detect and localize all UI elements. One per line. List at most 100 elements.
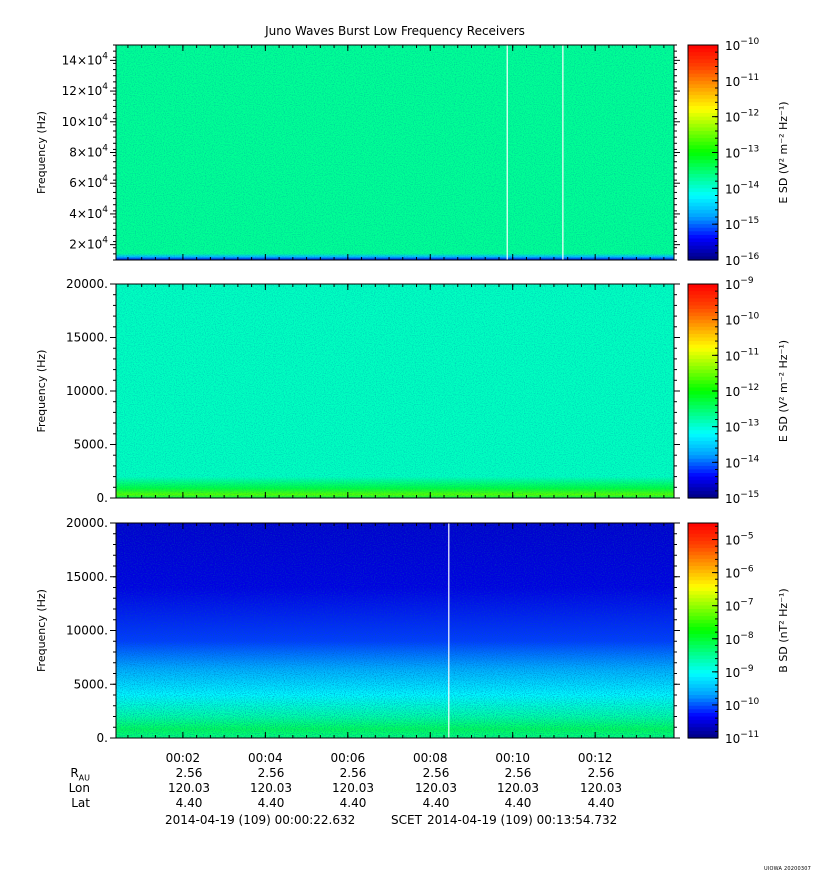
colorbar-tick-base: 10 bbox=[725, 349, 740, 363]
colorbar-segment bbox=[688, 166, 718, 172]
y-tick-label: 5000. bbox=[74, 677, 108, 691]
colorbar-segment bbox=[688, 598, 718, 603]
lat-value: 4.40 bbox=[257, 796, 285, 810]
colorbar-tick-label: 10−5 bbox=[725, 532, 754, 548]
colorbar-segment bbox=[688, 224, 718, 229]
colorbar-segment bbox=[688, 77, 718, 82]
chart-title: Juno Waves Burst Low Frequency Receivers bbox=[265, 24, 525, 38]
colorbar-segment bbox=[688, 462, 718, 467]
y-tick-exponent: 4 bbox=[102, 113, 108, 123]
colorbar-segment bbox=[688, 170, 718, 175]
processing-stamp: UIOWA 20200307 bbox=[764, 866, 811, 872]
colorbar-segment bbox=[688, 362, 718, 367]
colorbar-segment bbox=[688, 355, 718, 360]
colorbar-segment bbox=[688, 373, 718, 378]
colorbar-segment bbox=[688, 583, 718, 589]
colorbar-segment bbox=[688, 127, 718, 132]
colorbar-segment bbox=[688, 351, 718, 356]
colorbar-segment bbox=[688, 523, 718, 528]
colorbar-tick-exponent: −12 bbox=[740, 109, 759, 119]
rau-label-sub: AU bbox=[78, 773, 90, 783]
y-axis-label: Frequency (Hz) bbox=[35, 589, 48, 672]
colorbar-segment bbox=[688, 45, 718, 50]
colorbar-segment bbox=[688, 677, 718, 682]
colorbar-label: E SD (V² m⁻² Hz⁻¹) bbox=[777, 340, 790, 442]
y-tick-label: 20000. bbox=[66, 277, 108, 291]
colorbar-segment bbox=[688, 566, 718, 571]
lat-value: 4.40 bbox=[339, 796, 367, 810]
spectrogram-speckle bbox=[116, 523, 674, 738]
colorbar-segment bbox=[688, 199, 718, 204]
colorbar-segment bbox=[688, 109, 718, 114]
colorbar-segment bbox=[688, 433, 718, 438]
colorbar-segment bbox=[688, 594, 718, 599]
colorbar-segment bbox=[688, 712, 718, 718]
colorbar-segment bbox=[688, 159, 718, 164]
rau-value: 2.56 bbox=[175, 766, 203, 780]
colorbar-segment bbox=[688, 312, 718, 317]
colorbar-segment bbox=[688, 430, 718, 435]
rau-value: 2.56 bbox=[339, 766, 367, 780]
colorbar-segment bbox=[688, 102, 718, 107]
colorbar-segment bbox=[688, 730, 718, 736]
colorbar-segment bbox=[688, 217, 718, 222]
colorbar-segment bbox=[688, 341, 718, 346]
colorbar-segment bbox=[688, 177, 718, 182]
colorbar-segment bbox=[688, 465, 718, 471]
colorbar-tick-label: 10−6 bbox=[725, 565, 754, 581]
colorbar-segment bbox=[688, 134, 718, 139]
colorbar-tick-label: 10−10 bbox=[725, 312, 760, 328]
colorbar-tick-base: 10 bbox=[725, 567, 740, 581]
colorbar-segment bbox=[688, 526, 718, 531]
colorbar-tick-label: 10−14 bbox=[725, 180, 760, 196]
lon-value: 120.03 bbox=[415, 781, 457, 795]
y-tick-label: 20000. bbox=[66, 516, 108, 530]
colorbar-segment bbox=[688, 323, 718, 328]
colorbar-tick-exponent: −10 bbox=[740, 697, 759, 707]
colorbar-segment bbox=[688, 366, 718, 371]
colorbar-segment bbox=[688, 383, 718, 389]
colorbar-segment bbox=[688, 145, 718, 150]
colorbar-segment bbox=[688, 580, 718, 585]
colorbar-tick-label: 10−13 bbox=[725, 145, 759, 161]
colorbar-tick-base: 10 bbox=[725, 421, 740, 435]
colorbar-segment bbox=[688, 612, 718, 617]
colorbar-segment bbox=[688, 684, 718, 689]
scet-label: SCET bbox=[391, 813, 422, 827]
colorbar-frame bbox=[687, 522, 719, 739]
y-tick-mantissa: 4×10 bbox=[69, 207, 102, 221]
y-axis-label: Frequency (Hz) bbox=[35, 350, 48, 433]
colorbar-segment bbox=[688, 88, 718, 93]
colorbar-segment bbox=[688, 59, 718, 64]
colorbar-segment bbox=[688, 476, 718, 481]
y-tick-label: 15000. bbox=[66, 331, 108, 345]
colorbar-segment bbox=[688, 451, 718, 456]
y-tick-label: 12×104 bbox=[62, 82, 109, 98]
y-tick-exponent: 4 bbox=[102, 236, 108, 246]
colorbar-segment bbox=[688, 209, 718, 215]
colorbar-tick-base: 10 bbox=[725, 456, 740, 470]
y-tick-label: 10000. bbox=[66, 624, 108, 638]
colorbar-segment bbox=[688, 174, 718, 179]
y-tick-label: 5000. bbox=[74, 438, 108, 452]
colorbar-segment bbox=[688, 659, 718, 664]
end-time: 2014-04-19 (109) 00:13:54.732 bbox=[427, 813, 618, 827]
colorbar-segment bbox=[688, 444, 718, 449]
colorbar-segment bbox=[688, 330, 718, 335]
colorbar-segment bbox=[688, 333, 718, 339]
colorbar-segment bbox=[688, 655, 718, 660]
x-tick-label: 00:06 bbox=[331, 751, 366, 765]
colorbar-tick-base: 10 bbox=[725, 492, 740, 506]
colorbar-tick-label: 10−10 bbox=[725, 697, 760, 713]
colorbar-segment bbox=[688, 298, 718, 303]
colorbar-tick-label: 10−10 bbox=[725, 37, 760, 53]
colorbar-segment bbox=[688, 705, 718, 710]
colorbar-segment bbox=[688, 131, 718, 136]
colorbar-segment bbox=[688, 213, 718, 218]
colorbar-segment bbox=[688, 720, 718, 725]
colorbar-tick-exponent: −8 bbox=[740, 631, 754, 641]
colorbar-segment bbox=[688, 376, 718, 381]
colorbar-tick-exponent: −16 bbox=[740, 252, 759, 262]
colorbar-segment bbox=[688, 601, 718, 607]
colorbar-segment bbox=[688, 316, 718, 321]
